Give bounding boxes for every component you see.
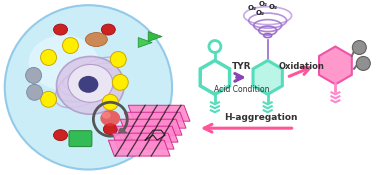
Text: TYR: TYR bbox=[232, 62, 251, 71]
Polygon shape bbox=[253, 60, 282, 94]
Ellipse shape bbox=[79, 76, 98, 93]
Text: O₂: O₂ bbox=[269, 4, 278, 10]
Circle shape bbox=[62, 38, 79, 54]
Polygon shape bbox=[108, 140, 170, 156]
Ellipse shape bbox=[85, 33, 107, 47]
Circle shape bbox=[356, 57, 370, 70]
Text: O₂: O₂ bbox=[258, 1, 267, 7]
Circle shape bbox=[26, 84, 43, 100]
Polygon shape bbox=[319, 47, 352, 84]
Ellipse shape bbox=[102, 112, 111, 119]
Circle shape bbox=[112, 74, 128, 90]
Polygon shape bbox=[112, 133, 174, 149]
Polygon shape bbox=[148, 32, 162, 41]
Polygon shape bbox=[138, 38, 152, 47]
Polygon shape bbox=[120, 119, 182, 135]
Circle shape bbox=[40, 50, 57, 65]
Ellipse shape bbox=[5, 5, 172, 170]
Polygon shape bbox=[116, 126, 178, 142]
Circle shape bbox=[110, 51, 126, 67]
Ellipse shape bbox=[54, 24, 68, 35]
Ellipse shape bbox=[54, 130, 68, 141]
Polygon shape bbox=[124, 112, 186, 128]
FancyBboxPatch shape bbox=[69, 131, 92, 147]
Text: O₂: O₂ bbox=[247, 5, 256, 11]
Ellipse shape bbox=[103, 124, 117, 135]
Text: Acid Condition: Acid Condition bbox=[214, 85, 269, 94]
Text: Oxidation: Oxidation bbox=[279, 62, 324, 71]
Circle shape bbox=[26, 67, 42, 83]
Text: H-aggregation: H-aggregation bbox=[225, 113, 298, 122]
Ellipse shape bbox=[68, 64, 113, 102]
Ellipse shape bbox=[100, 110, 120, 126]
Ellipse shape bbox=[101, 24, 115, 35]
Circle shape bbox=[40, 91, 57, 107]
Ellipse shape bbox=[29, 35, 98, 90]
Circle shape bbox=[352, 41, 366, 54]
Circle shape bbox=[102, 94, 118, 110]
Polygon shape bbox=[128, 105, 190, 121]
Text: O₂: O₂ bbox=[255, 10, 264, 16]
Ellipse shape bbox=[57, 57, 124, 114]
